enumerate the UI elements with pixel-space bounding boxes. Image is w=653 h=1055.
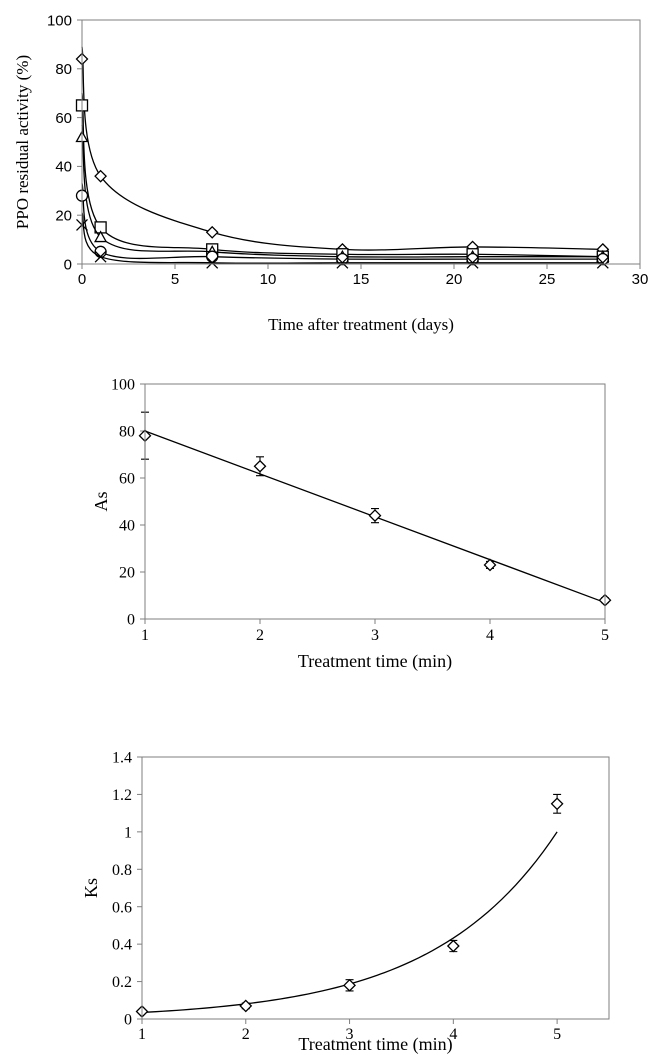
- y-tick-label: 40: [119, 518, 135, 535]
- x-axis-label: Treatment time (min): [298, 1034, 452, 1055]
- data-point-diamond: [483, 558, 497, 572]
- data-point-circle: [336, 252, 349, 266]
- data-point-cross: [596, 256, 609, 269]
- data-point-diamond: [205, 225, 219, 239]
- y-axis-label: As: [91, 491, 111, 511]
- x-tick-label: 0: [78, 271, 86, 288]
- x-tick-label: 25: [539, 271, 556, 288]
- y-tick-label: 60: [119, 471, 135, 488]
- y-tick-label: 1.2: [112, 787, 132, 804]
- series-square-curve: [81, 93, 603, 258]
- x-tick-label: 10: [260, 271, 277, 288]
- data-point-cross: [466, 256, 479, 269]
- data-point-circle: [206, 250, 219, 263]
- x-tick-label: 15: [353, 271, 370, 288]
- plot-frame: [81, 19, 641, 265]
- data-point-diamond: [550, 797, 564, 811]
- x-axis-label: Treatment time (min): [298, 651, 452, 672]
- y-tick-label: 20: [55, 207, 72, 224]
- x-tick-label: 1: [138, 1026, 146, 1043]
- x-tick-label: 3: [346, 1026, 354, 1043]
- data-point-cross: [336, 256, 349, 269]
- data-point-circle: [596, 252, 609, 266]
- y-tick-label: 40: [55, 159, 72, 176]
- plot-frame: [144, 383, 606, 620]
- data-marks: [135, 793, 564, 1018]
- y-tick-labels: 0 20 40 60 80 100: [47, 12, 82, 273]
- x-tick-label: 20: [446, 271, 463, 288]
- data-point-triangle: [93, 230, 108, 243]
- x-tick-label: 2: [256, 627, 264, 644]
- y-tick-label: 0.6: [112, 899, 132, 916]
- data-point-cross: [206, 256, 219, 269]
- y-tick-label: 0.8: [112, 862, 132, 879]
- y-tick-label: 80: [119, 424, 135, 441]
- y-tick-label: 100: [47, 12, 72, 29]
- y-tick-label: 100: [111, 377, 135, 394]
- y-axis-label: PPO residual activity (%): [13, 55, 32, 229]
- data-marks: [75, 46, 610, 269]
- ks-chart: 1 2 3 4 5 0 0.2 0.4 0.6 0.8 1 1.2 1.4 Treatment tim…: [81, 750, 610, 1055]
- y-tick-label: 0.2: [112, 974, 132, 991]
- y-tick-label: 1: [124, 824, 132, 841]
- x-tick-label: 5: [601, 627, 609, 644]
- series-triangle-curve: [81, 124, 603, 258]
- y-tick-label: 0: [64, 256, 72, 273]
- data-point-cross: [94, 250, 107, 263]
- y-tick-label: 0.4: [112, 937, 132, 954]
- x-tick-label: 4: [449, 1026, 457, 1043]
- x-tick-label: 1: [141, 627, 149, 644]
- plot-frame: [141, 756, 610, 1020]
- data-marks: [138, 411, 612, 607]
- x-tick-labels: 0 5 10 15 20 25 30: [78, 264, 649, 288]
- x-tick-label: 5: [171, 271, 179, 288]
- y-tick-label: 0: [127, 612, 135, 629]
- x-tick-label: 3: [371, 627, 379, 644]
- data-point-diamond: [368, 509, 382, 523]
- y-tick-labels: 0 20 40 60 80 100: [111, 377, 145, 629]
- x-tick-label: 4: [486, 627, 494, 644]
- data-point-diamond: [343, 978, 356, 992]
- x-tick-label: 30: [632, 271, 649, 288]
- data-point-diamond: [239, 999, 253, 1013]
- y-tick-label: 80: [55, 61, 72, 78]
- x-axis-label: Time after treatment (days): [268, 315, 454, 334]
- data-point-diamond: [253, 459, 267, 473]
- x-tick-label: 2: [242, 1026, 250, 1043]
- y-tick-labels: 0 0.2 0.4 0.6 0.8 1 1.2 1.4: [112, 750, 142, 1029]
- x-tick-labels: 1 2 3 4 5: [141, 619, 609, 644]
- data-point-diamond: [446, 939, 460, 953]
- x-tick-label: 5: [553, 1026, 561, 1043]
- x-tick-labels: 1 2 3 4 5: [138, 1019, 561, 1043]
- series-diamond-curve: [81, 46, 603, 251]
- y-tick-label: 60: [55, 110, 72, 127]
- data-point-circle: [94, 245, 107, 258]
- y-axis-label: Ks: [81, 878, 101, 898]
- data-point-circle: [466, 252, 479, 266]
- ppo-activity-chart: 0 5 10 15 20 25 30 0 20 40 60 80 100 Time after tre…: [13, 12, 648, 334]
- y-tick-label: 20: [119, 565, 135, 582]
- y-tick-label: 0: [124, 1012, 132, 1029]
- data-point-diamond: [94, 169, 108, 183]
- y-tick-label: 1.4: [112, 750, 132, 767]
